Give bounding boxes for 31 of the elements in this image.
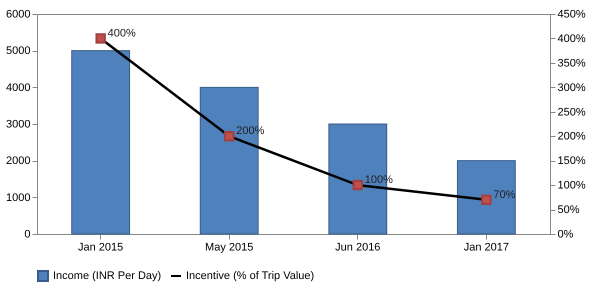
data-label: 400% [108,27,136,40]
y-tick-label: 6000 [6,8,30,20]
data-label: 70% [493,188,516,201]
y2-tick-label: 200% [558,130,586,143]
x-tick-label: Jan 2015 [78,242,124,254]
y-tick-label: 5000 [6,45,30,58]
y2-tick-label: 350% [558,57,586,70]
y2-tick-label: 0% [558,228,574,240]
x-tick-label: Jan 2017 [464,242,509,254]
point [352,180,363,190]
y2-tick-label: 150% [558,155,586,168]
y2-tick-label: 100% [558,180,586,192]
y2-tick-label: 250% [558,106,586,118]
bar [456,160,516,234]
y-tick-label: 2000 [6,155,30,168]
y2-tick-label: 450% [558,8,586,20]
bar [71,50,130,234]
x-tick-label: May 2015 [205,242,254,254]
y-tick-label: 0 [24,228,30,240]
point [481,194,492,205]
x-tick-label: Jun 2016 [335,242,380,254]
point [224,131,234,142]
point [95,33,106,44]
y-tick-label: 3000 [6,118,30,130]
y2-tick-label: 400% [558,32,586,45]
y2-tick-label: 50% [558,204,580,216]
legend-label: Incentive (% of Trip Value) [186,270,314,282]
y-tick-label: 1000 [6,192,30,204]
y-tick-label: 4000 [6,82,30,94]
y2-tick-label: 300% [558,82,586,94]
legend-label: Income (INR Per Day) [53,270,162,282]
